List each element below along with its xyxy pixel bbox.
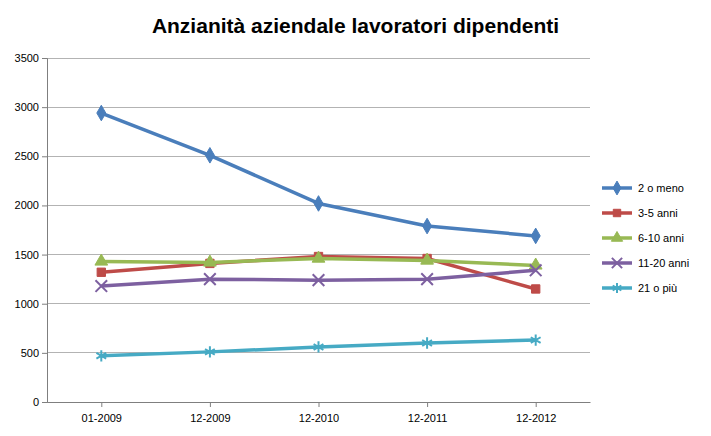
- legend-item: 3-5 anni: [602, 207, 678, 219]
- grid-line: [47, 58, 590, 59]
- legend-item: 6-10 anni: [602, 231, 684, 244]
- marker: [97, 105, 106, 121]
- x-tick-mark: [210, 402, 211, 407]
- x-tick: 01-2009: [82, 402, 122, 424]
- x-tick-mark: [319, 402, 320, 407]
- series: [97, 105, 540, 243]
- y-tick-label: 1000: [15, 298, 39, 310]
- y-tick-label: 3000: [15, 101, 39, 113]
- series: [95, 264, 541, 291]
- x-tick-label: 01-2009: [82, 412, 122, 424]
- marker: [204, 255, 217, 266]
- plot: 0 500 1000 1500 2000 2500 3000 3500 01-2009 12-20…: [15, 52, 591, 424]
- legend-marker: [613, 181, 621, 195]
- x-tick: 12-2011: [408, 402, 448, 424]
- marker: [421, 253, 434, 264]
- x-tick-label: 12-2011: [408, 412, 448, 424]
- marker: [314, 196, 323, 212]
- y-tick-label: 2500: [15, 150, 39, 162]
- legend-item: 2 o meno: [602, 181, 684, 195]
- series: [95, 251, 542, 269]
- y-tick-mark: [42, 255, 47, 256]
- legend-item: 11-20 anni: [602, 257, 689, 269]
- grid: [47, 58, 590, 402]
- y-tick-label: 2000: [15, 199, 39, 211]
- y-tick-label: 1500: [15, 249, 39, 261]
- line: [101, 340, 535, 356]
- marker: [97, 268, 105, 276]
- y-tick-mark: [42, 205, 47, 206]
- grid-line: [47, 107, 590, 108]
- y-tick: 500: [21, 347, 47, 359]
- y-tick: 2500: [15, 150, 47, 162]
- x-tick-mark: [427, 402, 428, 407]
- y-tick: 3500: [15, 52, 47, 64]
- y-tick-mark: [42, 107, 47, 108]
- legend-marker: [613, 209, 620, 216]
- x-tick: 12-2012: [516, 402, 556, 424]
- series-group: [95, 105, 542, 361]
- marker: [532, 285, 540, 293]
- grid-line: [47, 303, 590, 304]
- legend-label: 6-10 anni: [638, 232, 684, 244]
- x-tick-mark: [101, 402, 102, 407]
- y-tick: 2000: [15, 199, 47, 211]
- y-axis-line: [42, 59, 48, 403]
- y-tick-mark: [42, 156, 47, 157]
- legend-item: 21 o più: [602, 282, 677, 294]
- x-tick-label: 12-2012: [516, 412, 556, 424]
- marker: [530, 264, 542, 276]
- y-tick-label: 500: [21, 347, 39, 359]
- x-tick-label: 12-2010: [299, 412, 339, 424]
- line: [101, 113, 535, 236]
- legend-label: 21 o più: [638, 282, 677, 294]
- marker: [422, 337, 432, 348]
- marker: [529, 258, 542, 269]
- x-tick: 12-2009: [190, 402, 230, 424]
- legend-marker: [613, 283, 622, 293]
- marker: [204, 273, 216, 285]
- y-tick: 3000: [15, 101, 47, 113]
- x-tick-label: 12-2009: [190, 412, 230, 424]
- chart: Anzianità aziendale lavoratori dipendent…: [0, 0, 711, 436]
- marker: [531, 334, 541, 345]
- y-tick-label: 3500: [15, 52, 39, 64]
- x-tick: 12-2010: [299, 402, 339, 424]
- y-tick: 1000: [15, 298, 47, 310]
- x-tick-mark: [536, 402, 537, 407]
- marker: [423, 218, 432, 234]
- marker: [205, 346, 215, 357]
- marker: [312, 251, 325, 262]
- line: [101, 270, 535, 286]
- legend: 2 o meno 3-5 anni 6-10 anni 11-20 anni 21 o …: [602, 181, 689, 294]
- legend-label: 2 o meno: [638, 182, 684, 194]
- marker: [95, 280, 107, 292]
- y-tick-label: 0: [33, 396, 39, 408]
- marker: [314, 341, 324, 352]
- legend-marker: [612, 258, 622, 268]
- y-tick-mark: [42, 58, 47, 59]
- marker: [96, 350, 106, 361]
- marker: [421, 273, 433, 285]
- legend-marker: [611, 231, 622, 241]
- y-axis: 0 500 1000 1500 2000 2500 3000 3500: [15, 52, 48, 408]
- y-tick: 1500: [15, 249, 47, 261]
- x-axis: 01-2009 12-2009 12-2010 12-2011 12-2012: [48, 402, 591, 424]
- series: [96, 334, 540, 361]
- legend-label: 3-5 anni: [638, 207, 678, 219]
- legend-label: 11-20 anni: [638, 257, 689, 269]
- grid-line: [47, 156, 590, 157]
- y-tick-mark: [42, 353, 47, 354]
- y-tick-mark: [42, 304, 47, 305]
- title: Anzianità aziendale lavoratori dipendent…: [152, 14, 559, 37]
- marker: [205, 148, 214, 164]
- y-tick-mark: [42, 402, 47, 403]
- y-tick: 0: [33, 396, 47, 408]
- marker: [95, 254, 108, 265]
- marker: [313, 274, 325, 286]
- marker: [531, 228, 540, 244]
